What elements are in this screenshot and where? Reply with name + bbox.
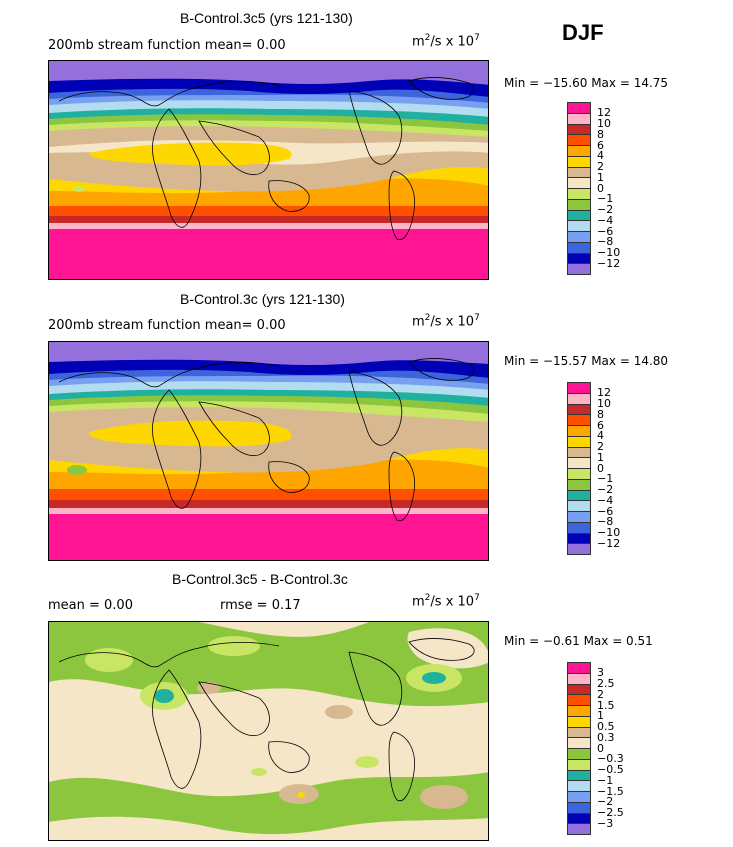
- colorbar-level-label: 1: [597, 170, 604, 184]
- panel3-mean-label: mean = 0.00: [48, 598, 133, 613]
- colorbar-level-label: −6: [597, 504, 614, 518]
- colorbar-level-label: −1: [597, 773, 614, 787]
- panel2-map: [48, 341, 489, 561]
- colorbar-level-label: 8: [597, 407, 604, 421]
- panel1-colorbar: 12 10 8 6 4 2 1 0 −1 −2 −4 −6 −8 −10 −12: [567, 102, 620, 275]
- colorbar-level-label: 10: [597, 117, 611, 130]
- season-label: DJF: [562, 20, 604, 45]
- colorbar-level-label: −8: [597, 235, 614, 249]
- colorbar-level-label: −2: [597, 795, 614, 809]
- panel3-units: m2/s x 107: [412, 593, 480, 610]
- colorbar-level-label: 2: [597, 440, 604, 453]
- panel3-contours: [49, 622, 488, 840]
- colorbar-level-label: 0: [597, 181, 604, 195]
- colorbar-level-label: −3: [597, 816, 614, 830]
- colorbar-swatch: [567, 263, 591, 275]
- panel3-map: [48, 621, 489, 841]
- colorbar-level-label: 4: [597, 149, 604, 163]
- colorbar-level-label: −0.3: [597, 752, 624, 766]
- colorbar-level-label: 1.5: [597, 698, 615, 712]
- colorbar-level-label: −1: [597, 192, 614, 206]
- colorbar-level-label: −1: [597, 472, 614, 486]
- colorbar-level-label: −2.5: [597, 806, 624, 819]
- colorbar-level-label: 1: [597, 450, 604, 464]
- panel3-rmse-label: rmse = 0.17: [220, 598, 301, 613]
- colorbar-swatch: [567, 543, 591, 555]
- colorbar-level-label: −4: [597, 213, 614, 227]
- colorbar-level-label: 12: [597, 106, 611, 120]
- panel3-colorbar: 3 2.5 2 1.5 1 0.5 0.3 0 −0.3 −0.5 −1 −1.5 −2 −2.5 −3: [567, 662, 624, 835]
- colorbar-level-label: 6: [597, 138, 604, 152]
- colorbar-level-label: −10: [597, 246, 621, 259]
- panel1-field-label: 200mb stream function mean= 0.00: [48, 38, 286, 53]
- colorbar-level-label: 0: [597, 741, 604, 755]
- colorbar-level-label: 2: [597, 687, 604, 701]
- panel2-field-label: 200mb stream function mean= 0.00: [48, 318, 286, 333]
- panel1-contours: [49, 61, 488, 279]
- colorbar-level-label: −12: [597, 256, 621, 270]
- panel1-units: m2/s x 107: [412, 33, 480, 50]
- panel2-minmax: Min = −15.57 Max = 14.80: [504, 354, 669, 368]
- colorbar-level-label: 1: [597, 709, 604, 723]
- panel3-title: B-Control.3c5 - B-Control.3c: [172, 571, 348, 587]
- panel2-title: B-Control.3c (yrs 121-130): [180, 291, 345, 307]
- colorbar-level-label: 12: [597, 386, 611, 400]
- colorbar-level-label: 0: [597, 461, 604, 475]
- colorbar-level-label: −4: [597, 493, 614, 507]
- colorbar-level-label: −1.5: [597, 784, 624, 798]
- panel1-map: [48, 60, 489, 280]
- panel2-contours: [49, 342, 488, 560]
- colorbar-level-label: −8: [597, 515, 614, 529]
- colorbar-level-label: −10: [597, 526, 621, 539]
- colorbar-level-label: −2: [597, 483, 614, 496]
- colorbar-level-label: 2: [597, 160, 604, 173]
- colorbar-level-label: 6: [597, 418, 604, 432]
- colorbar-level-label: 8: [597, 127, 604, 141]
- colorbar-swatch: [567, 823, 591, 835]
- panel1-title: B-Control.3c5 (yrs 121-130): [180, 10, 353, 26]
- colorbar-level-label: 0.5: [597, 720, 615, 733]
- panel3-minmax: Min = −0.61 Max = 0.51: [504, 634, 653, 648]
- colorbar-level-label: 4: [597, 429, 604, 443]
- panel2-colorbar: 12 10 8 6 4 2 1 0 −1 −2 −4 −6 −8 −10 −12: [567, 382, 620, 555]
- colorbar-level-label: −2: [597, 203, 614, 216]
- colorbar-level-label: 10: [597, 397, 611, 410]
- panel1-minmax: Min = −15.60 Max = 14.75: [504, 76, 669, 90]
- colorbar-level-label: 0.3: [597, 730, 615, 744]
- colorbar-level-label: 2.5: [597, 677, 615, 690]
- colorbar-level-label: 3: [597, 666, 604, 680]
- colorbar-level-label: −6: [597, 224, 614, 238]
- panel2-units: m2/s x 107: [412, 313, 480, 330]
- colorbar-level-label: −12: [597, 536, 621, 550]
- colorbar-level-label: −0.5: [597, 763, 624, 776]
